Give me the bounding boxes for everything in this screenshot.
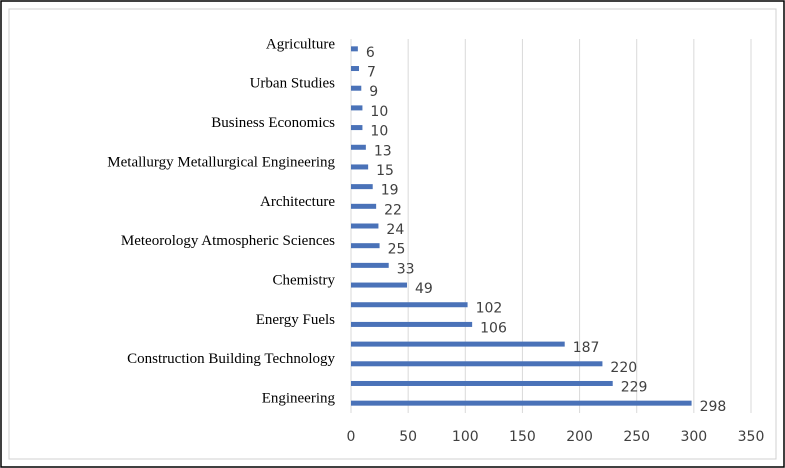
x-tick-label: 300 (680, 429, 707, 445)
value-label: 49 (415, 281, 433, 297)
value-label: 7 (367, 65, 376, 81)
x-tick-label: 250 (623, 429, 650, 445)
value-label: 187 (573, 340, 600, 356)
y-tick-label: Construction Building Technology (127, 351, 335, 367)
value-label: 22 (384, 202, 402, 218)
value-label: 19 (381, 183, 399, 199)
bar (351, 144, 366, 150)
bar (351, 125, 363, 131)
value-label: 6 (366, 45, 375, 61)
value-label: 220 (610, 360, 637, 376)
bar (351, 105, 363, 111)
y-tick-label: Chemistry (273, 272, 336, 288)
y-tick-label: Urban Studies (250, 76, 336, 92)
value-label: 229 (621, 379, 648, 395)
bar (351, 46, 358, 52)
value-label: 24 (386, 222, 404, 238)
bar (351, 321, 473, 327)
bar (351, 262, 389, 268)
value-label: 13 (374, 143, 392, 159)
y-tick-label: Meteorology Atmospheric Sciences (121, 233, 335, 249)
x-tick-label: 0 (347, 429, 356, 445)
bar (351, 302, 468, 308)
value-label: 106 (480, 320, 507, 336)
x-tick-label: 150 (509, 429, 536, 445)
x-tick-label: 350 (738, 429, 765, 445)
bar (351, 341, 565, 347)
value-label: 33 (397, 261, 415, 277)
x-tick-label: 200 (566, 429, 593, 445)
y-tick-label: Agriculture (266, 36, 335, 52)
value-label: 25 (388, 242, 406, 258)
y-tick-label: Engineering (262, 391, 336, 407)
x-tick-label: 100 (452, 429, 479, 445)
bar (351, 164, 369, 170)
bar (351, 282, 407, 288)
y-tick-label: Business Economics (211, 115, 335, 131)
bar (351, 400, 692, 406)
bar (351, 203, 377, 209)
bar (351, 380, 613, 386)
bar (351, 361, 603, 367)
bar (351, 223, 379, 229)
value-label: 10 (370, 104, 388, 120)
value-label: 102 (476, 301, 503, 317)
bar (351, 66, 359, 72)
value-label: 9 (369, 84, 378, 100)
bar (351, 243, 380, 249)
y-tick-label: Energy Fuels (256, 312, 335, 328)
value-label: 15 (376, 163, 394, 179)
value-label: 10 (370, 124, 388, 140)
chart-frame (8, 8, 777, 460)
x-tick-label: 50 (399, 429, 417, 445)
value-label: 298 (700, 399, 727, 415)
y-tick-label: Metallurgy Metallurgical Engineering (107, 154, 335, 170)
bar (351, 184, 373, 190)
bar (351, 85, 362, 91)
y-tick-label: Architecture (260, 194, 335, 210)
